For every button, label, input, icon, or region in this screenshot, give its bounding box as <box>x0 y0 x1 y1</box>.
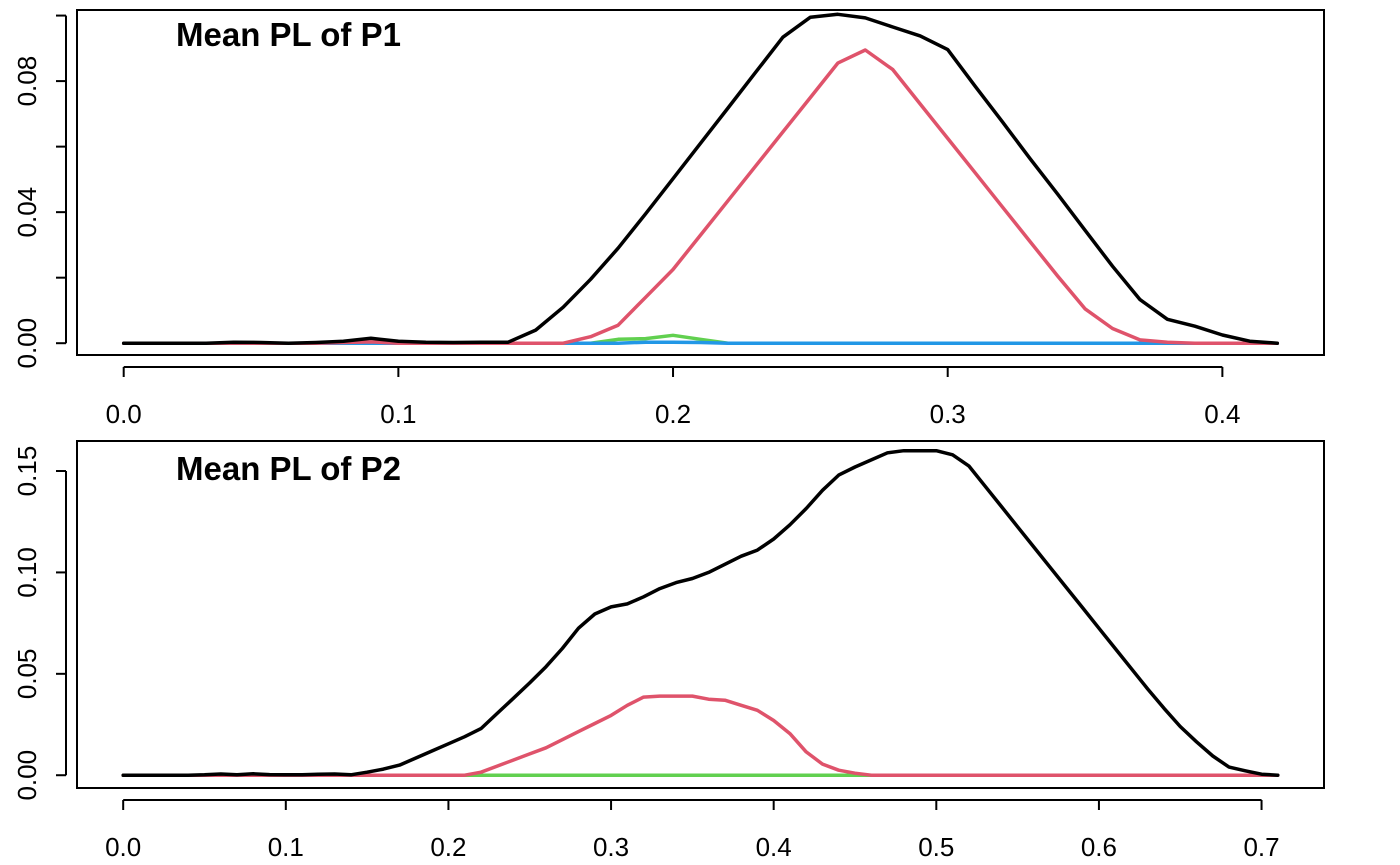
y-tick-label: 0.10 <box>12 547 42 598</box>
x-tick-label: 0.0 <box>105 832 141 862</box>
chart-title: Mean PL of P1 <box>176 16 401 53</box>
chart-title: Mean PL of P2 <box>176 450 401 487</box>
chart-2: 0.0 0.1 0.2 0.3 0.4 0.5 0.6 0.7 0.00 0.05 0.10 0.15… <box>12 440 1325 862</box>
x-tick-label: 0.1 <box>268 832 304 862</box>
x-tick-label: 0.2 <box>655 399 691 429</box>
x-tick-label: 0.3 <box>593 832 629 862</box>
x-tick-label: 0.2 <box>430 832 466 862</box>
x-tick-label: 0.6 <box>1081 832 1117 862</box>
x-tick-label: 0.3 <box>930 399 966 429</box>
series-line <box>121 340 1280 345</box>
y-tick-label: 0.00 <box>12 318 42 369</box>
x-tick-label: 0.4 <box>756 832 792 862</box>
y-tick-label: 0.05 <box>12 649 42 700</box>
x-tick-label: 0.7 <box>1243 832 1279 862</box>
series-line <box>121 12 1280 345</box>
plot-frame <box>76 440 1325 789</box>
y-tick-label: 0.15 <box>12 446 42 497</box>
x-tick-label: 0.0 <box>106 399 142 429</box>
x-tick-label: 0.1 <box>380 399 416 429</box>
x-tick-label: 0.4 <box>1204 399 1240 429</box>
y-tick-label: 0.04 <box>12 187 42 238</box>
series-line <box>121 48 1280 345</box>
series-line <box>121 448 1280 777</box>
y-tick-label: 0.08 <box>12 56 42 107</box>
y-tick-label: 0.00 <box>12 750 42 801</box>
plot-frame <box>76 9 1325 356</box>
series-line <box>121 694 1280 777</box>
x-tick-label: 0.5 <box>918 832 954 862</box>
chart-1: 0.0 0.1 0.2 0.3 0.4 0.00 0.04 0.08 Mean PL of P1 <box>12 9 1325 429</box>
